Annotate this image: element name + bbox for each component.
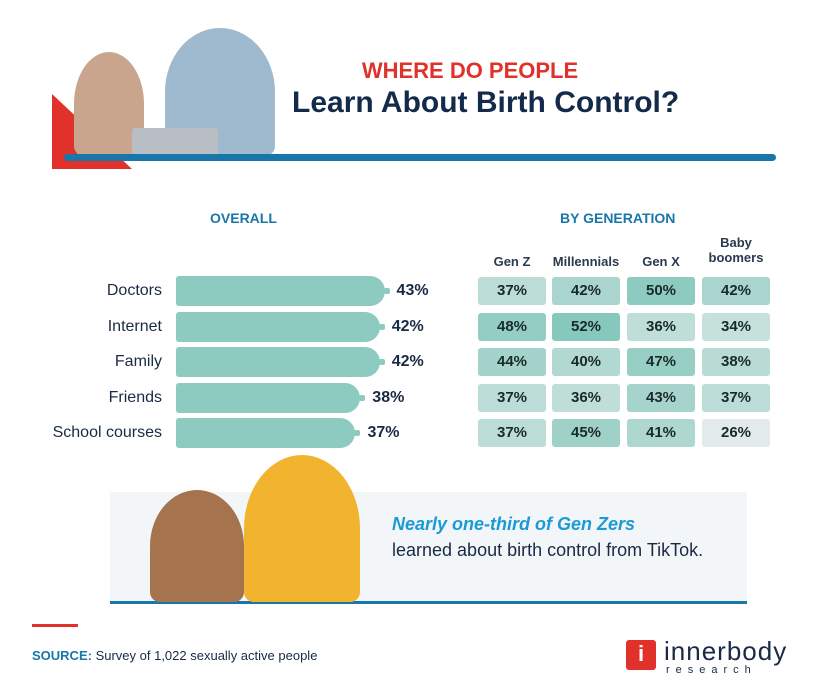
heatmap-cell: 38% xyxy=(702,348,770,376)
bar-value-label: 43% xyxy=(396,282,429,299)
heatmap-cell: 52% xyxy=(552,312,620,341)
heatmap-cell: 43% xyxy=(627,383,695,412)
heatmap-cell: 45% xyxy=(552,419,620,447)
source-text: Survey of 1,022 sexually active people xyxy=(91,648,318,663)
heatmap-cell: 26% xyxy=(702,419,770,447)
header-rule xyxy=(64,154,776,161)
bar-value-label: 37% xyxy=(367,424,400,441)
bar xyxy=(176,276,390,306)
heatmap-cell: 48% xyxy=(478,312,546,341)
heatmap-cell: 42% xyxy=(702,277,770,305)
heatmap-cell: 50% xyxy=(627,277,695,305)
bar-category-label: Family xyxy=(114,353,162,370)
heatmap-cell: 41% xyxy=(627,419,695,447)
column-header: Baby boomers xyxy=(708,235,764,265)
column-header: Millennials xyxy=(552,254,620,269)
bar-category-label: Internet xyxy=(107,317,162,335)
overall-heading: OVERALL xyxy=(210,210,277,226)
page-title: Learn About Birth Control? xyxy=(292,86,680,119)
source-note: SOURCE: Survey of 1,022 sexually active … xyxy=(32,648,317,663)
heatmap-cell: 34% xyxy=(702,312,770,341)
bar-value-label: 38% xyxy=(372,388,405,406)
heatmap-cell: 37% xyxy=(478,383,546,412)
bar xyxy=(176,347,385,377)
bar xyxy=(176,418,361,448)
callout-highlight: Nearly one-third of Gen Zers xyxy=(392,514,636,534)
bar-category-label: Friends xyxy=(108,388,162,406)
heatmap-cell: 37% xyxy=(478,277,546,305)
bar-category-label: Doctors xyxy=(106,282,162,299)
callout-photo-man xyxy=(244,455,360,602)
bar-value-label: 42% xyxy=(391,317,424,335)
kicker: WHERE DO PEOPLE xyxy=(361,58,579,83)
source-label: SOURCE: xyxy=(32,648,92,663)
heatmap-cell: 42% xyxy=(552,277,620,305)
column-header: Gen Z xyxy=(493,254,531,269)
heatmap-cell: 36% xyxy=(552,383,620,412)
heatmap-cell: 37% xyxy=(702,383,770,412)
heatmap-cell: 47% xyxy=(627,348,695,376)
logo-mark-icon: i xyxy=(626,640,656,670)
heatmap-cell: 37% xyxy=(478,419,546,447)
callout-photo-woman xyxy=(150,490,244,602)
source-rule xyxy=(32,624,78,627)
heatmap-cell: 44% xyxy=(478,348,546,376)
callout-body: learned about birth control from TikTok. xyxy=(392,540,704,560)
logo-sub: research xyxy=(666,664,757,676)
bar-category-label: School courses xyxy=(52,424,162,441)
column-header: Gen X xyxy=(642,254,680,269)
heatmap-cell: 36% xyxy=(627,312,695,341)
logo-name: innerbody xyxy=(664,636,788,666)
bar xyxy=(176,311,385,342)
laptop xyxy=(132,128,218,156)
heatmap-cell: 40% xyxy=(552,348,620,376)
bar-value-label: 42% xyxy=(391,353,424,370)
generation-heading: BY GENERATION xyxy=(560,210,676,226)
bar xyxy=(176,382,366,413)
